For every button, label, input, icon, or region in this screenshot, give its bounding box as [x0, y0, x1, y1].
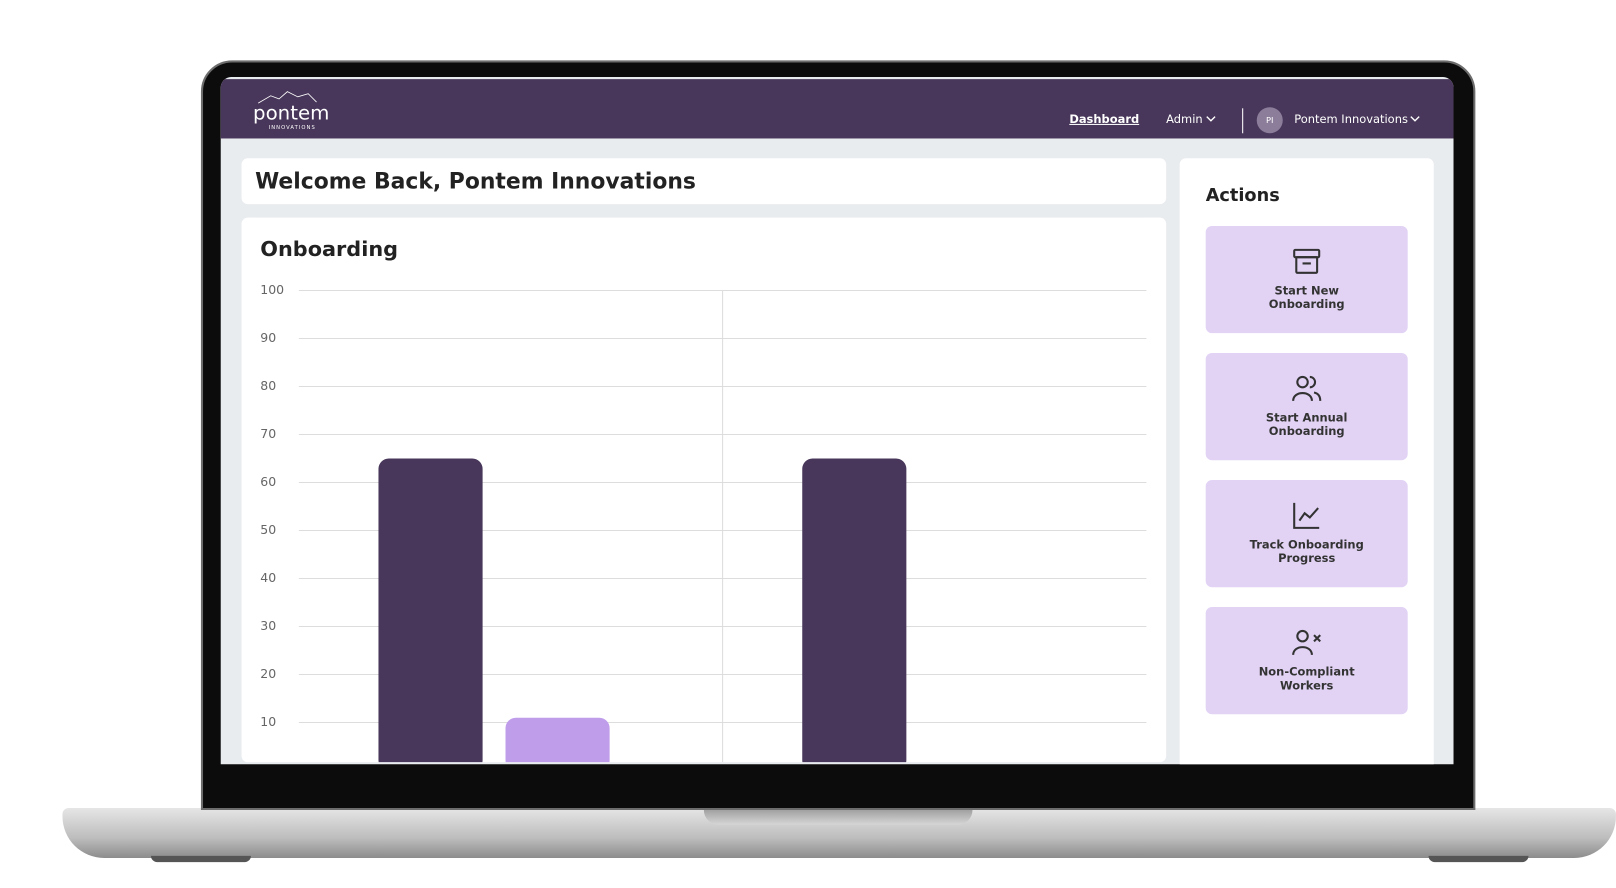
divider	[1242, 108, 1244, 134]
action-label: Track Onboarding Progress	[1249, 538, 1364, 566]
action-label: Non-Compliant Workers	[1258, 665, 1355, 693]
top-nav: pontem INNOVATIONS Dashboard Admin PI Po…	[220, 79, 1454, 139]
welcome-title: Welcome Back, Pontem Innovations	[255, 168, 696, 194]
y-tick-label: 30	[260, 618, 276, 633]
y-tick-label: 10	[260, 714, 276, 729]
action-button[interactable]: Start Annual Onboarding	[1205, 352, 1408, 461]
action-label: Start Annual Onboarding	[1265, 411, 1348, 439]
welcome-card: Welcome Back, Pontem Innovations	[241, 158, 1167, 205]
logo-sub: INNOVATIONS	[268, 124, 316, 132]
chevron	[1410, 116, 1420, 122]
y-tick-label: 70	[260, 426, 276, 441]
logo-mark	[258, 91, 317, 104]
y-tick-label: 80	[260, 378, 276, 393]
nav-link[interactable]: Dashboard	[1069, 112, 1140, 126]
y-tick-label: 50	[260, 522, 276, 537]
screen: pontem INNOVATIONS Dashboard Admin PI Po…	[220, 77, 1454, 765]
action-button[interactable]: Start New Onboarding	[1205, 225, 1408, 334]
actions-card: Actions Start New Onboarding Start Annua…	[1179, 158, 1434, 765]
icon	[1293, 502, 1320, 529]
bar	[378, 458, 483, 765]
y-tick-label: 100	[260, 282, 284, 297]
icon	[1293, 248, 1321, 274]
logo[interactable]: pontem	[253, 102, 330, 125]
laptop-foot	[1428, 855, 1529, 863]
user-menu[interactable]: Pontem Innovations	[1294, 112, 1408, 126]
action-label: Start New Onboarding	[1268, 284, 1345, 312]
y-tick-label: 20	[260, 666, 276, 681]
y-tick-label: 60	[260, 474, 276, 489]
y-tick-label: 40	[260, 570, 276, 585]
bar	[505, 717, 610, 765]
chart: Onboarding 10 20 30 40 50 60 70 80 90 100	[260, 237, 1147, 765]
chevron	[1206, 116, 1216, 122]
bar	[802, 458, 907, 765]
action-button[interactable]: Non-Compliant Workers	[1205, 607, 1408, 715]
nav-link[interactable]: Admin	[1166, 112, 1203, 126]
actions-title: Actions	[1205, 185, 1280, 207]
avatar[interactable]: PI	[1256, 107, 1283, 134]
icon	[1292, 375, 1322, 402]
y-tick-label: 90	[260, 330, 276, 345]
laptop-notch	[703, 807, 973, 825]
chart-title: Onboarding	[260, 237, 398, 261]
chart-card: Onboarding 10 20 30 40 50 60 70 80 90 100	[241, 217, 1167, 765]
action-button[interactable]: Track Onboarding Progress	[1205, 479, 1408, 588]
laptop-foot	[150, 855, 251, 863]
icon	[1292, 629, 1321, 656]
